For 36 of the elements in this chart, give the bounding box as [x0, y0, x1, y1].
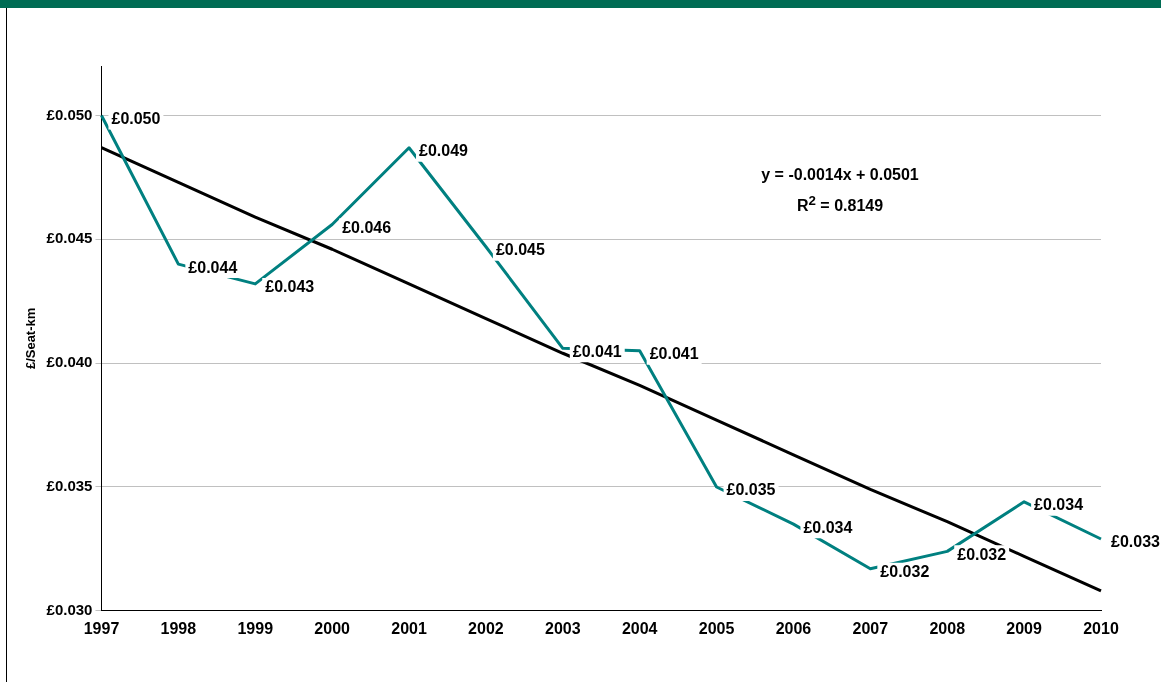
x-tick-label: 2007 — [852, 619, 889, 637]
y-tick-label: £0.045 — [46, 229, 93, 247]
data-label: £0.045 — [495, 241, 545, 259]
data-label: £0.034 — [803, 518, 853, 536]
data-label: £0.050 — [111, 109, 161, 127]
x-tick-label: 2001 — [391, 619, 427, 637]
data-label: £0.035 — [726, 481, 776, 499]
x-tick-label: 2005 — [698, 619, 735, 637]
x-tick-label: 2000 — [314, 619, 351, 637]
data-label: £0.046 — [342, 218, 392, 236]
data-label: £0.034 — [1034, 496, 1084, 514]
y-tick-label: £0.030 — [46, 600, 93, 618]
x-tick-label: 2002 — [468, 619, 504, 637]
x-tick-label: 2003 — [545, 619, 581, 637]
data-label: £0.041 — [649, 345, 699, 363]
annotation: y = -0.0014x + 0.0501 — [760, 165, 920, 185]
data-label: £0.033 — [1111, 533, 1161, 551]
x-tick-label: 1997 — [83, 619, 120, 637]
x-tick-label: 2009 — [1006, 619, 1043, 637]
x-tick-label: 2008 — [929, 619, 966, 637]
data-label: £0.032 — [880, 563, 930, 581]
x-tick-label: 1998 — [160, 619, 197, 637]
annotation: R$^{2}$ = 0.8149 — [795, 192, 885, 217]
data-label: £0.049 — [419, 142, 469, 160]
data-label: £0.044 — [188, 258, 238, 276]
y-axis-title: £/Seat-km — [23, 307, 39, 370]
y-tick-label: £0.035 — [46, 477, 93, 495]
data-label: £0.032 — [957, 545, 1007, 563]
y-tick-label: £0.050 — [46, 105, 93, 123]
x-tick-label: 2010 — [1083, 619, 1119, 637]
data-label: £0.041 — [572, 342, 622, 360]
x-tick-label: 1999 — [237, 619, 274, 637]
y-tick-label: £0.040 — [46, 353, 93, 371]
x-tick-label: 2004 — [621, 619, 658, 637]
x-tick-label: 2006 — [775, 619, 812, 637]
data-label: £0.043 — [265, 278, 315, 296]
